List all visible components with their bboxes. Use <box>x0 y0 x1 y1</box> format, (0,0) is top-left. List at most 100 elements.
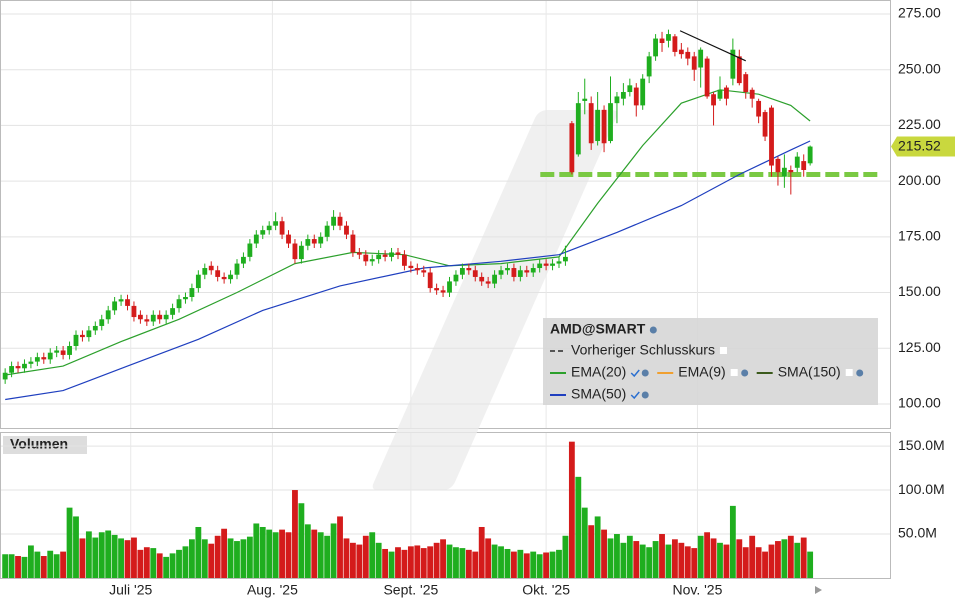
candle-body <box>86 330 92 338</box>
volume-bar <box>601 529 607 578</box>
volume-bar <box>182 546 189 578</box>
volume-bar <box>498 546 504 578</box>
volume-bar <box>614 534 620 578</box>
volume-bar <box>742 547 749 578</box>
candle-body <box>99 319 105 326</box>
volume-bar <box>717 542 723 578</box>
candle-body <box>717 89 723 99</box>
volume-bar <box>536 554 543 578</box>
candle-body <box>337 216 343 226</box>
volume-bar <box>163 556 170 578</box>
candle-body <box>389 252 394 257</box>
volume-bar <box>704 532 711 578</box>
candle-body <box>195 274 201 289</box>
x-tick-label: Juli '25 <box>109 582 152 598</box>
y-tick-label: 200.00 <box>898 172 941 188</box>
y-tick-label: 250.00 <box>898 60 941 76</box>
legend-label: EMA(9) <box>678 364 725 380</box>
candle-body <box>292 243 298 260</box>
candle-body <box>298 245 304 260</box>
volume-bar <box>556 549 562 578</box>
candle-body <box>575 103 581 155</box>
candle-body <box>485 281 491 284</box>
candle-body <box>421 270 427 273</box>
volume-bar <box>40 556 47 578</box>
volume-bar <box>755 547 762 578</box>
volume-bar <box>465 549 472 578</box>
volume-bar <box>723 544 730 578</box>
last-price-label: 215.52 <box>898 137 941 153</box>
candle-body <box>595 109 601 142</box>
volume-bar <box>47 550 54 578</box>
volume-bar <box>317 532 324 578</box>
volume-bar <box>79 538 86 578</box>
legend-label: SMA(50) <box>571 386 626 402</box>
candle-body <box>569 123 575 173</box>
volume-bar <box>60 551 67 578</box>
candle-body <box>498 270 504 275</box>
volume-bar <box>504 548 511 578</box>
candle-body <box>350 234 356 253</box>
candle-body <box>472 270 478 277</box>
volume-bar <box>266 529 273 578</box>
volume-bar <box>259 526 266 578</box>
legend-icon <box>649 326 657 334</box>
candle-body <box>781 167 787 177</box>
candle-body <box>582 98 588 101</box>
watermark <box>372 110 618 490</box>
candle-body <box>524 270 530 273</box>
candle-body <box>208 265 214 271</box>
candle-body <box>9 366 15 373</box>
volume-bar <box>21 556 28 578</box>
candle-body <box>260 230 266 235</box>
volume-bar <box>150 548 157 578</box>
candle-body <box>588 103 594 144</box>
candle-body <box>170 308 176 315</box>
candle-body <box>382 254 388 257</box>
volume-bar <box>279 529 285 578</box>
candle-body <box>769 107 774 166</box>
candle-body <box>363 254 369 262</box>
volume-bar <box>324 535 331 578</box>
candle-body <box>344 225 349 235</box>
legend-icon <box>641 369 649 377</box>
volume-bar <box>214 535 221 578</box>
volume-bar <box>736 539 743 578</box>
candle-body <box>150 314 156 322</box>
candle-body <box>112 301 118 311</box>
candle-body <box>73 334 79 347</box>
volume-bar <box>800 537 807 578</box>
legend-icon <box>641 391 649 399</box>
volume-bar <box>472 551 479 578</box>
volume-bar <box>427 546 434 578</box>
legend-check <box>845 369 853 376</box>
volume-bar <box>710 538 717 578</box>
candle-body <box>54 350 60 353</box>
volume-bar <box>510 551 517 578</box>
volume-bar <box>620 542 627 578</box>
volume-bar <box>169 553 176 578</box>
candle-body <box>736 56 742 84</box>
candle-body <box>369 259 375 262</box>
candle-body <box>28 361 34 364</box>
volume-bar <box>768 544 775 578</box>
candle-body <box>118 299 124 302</box>
x-tick-label: Okt. '25 <box>522 582 570 598</box>
candle-body <box>324 225 330 237</box>
candle-body <box>672 36 678 52</box>
y-tick-label: 100.00 <box>898 395 941 411</box>
candle-body <box>408 265 414 269</box>
candle-body <box>453 274 459 282</box>
legend-check <box>630 369 640 378</box>
volume-bar <box>330 523 337 578</box>
candle-body <box>2 372 8 380</box>
volume-bar <box>594 516 601 578</box>
candle-body <box>653 38 659 57</box>
candle-body <box>92 325 98 331</box>
volume-bar <box>652 541 659 578</box>
volume-bar <box>440 539 446 578</box>
candle-body <box>273 221 279 226</box>
candle-body <box>807 146 813 164</box>
volume-bar <box>337 516 343 578</box>
candle-body <box>640 78 646 106</box>
